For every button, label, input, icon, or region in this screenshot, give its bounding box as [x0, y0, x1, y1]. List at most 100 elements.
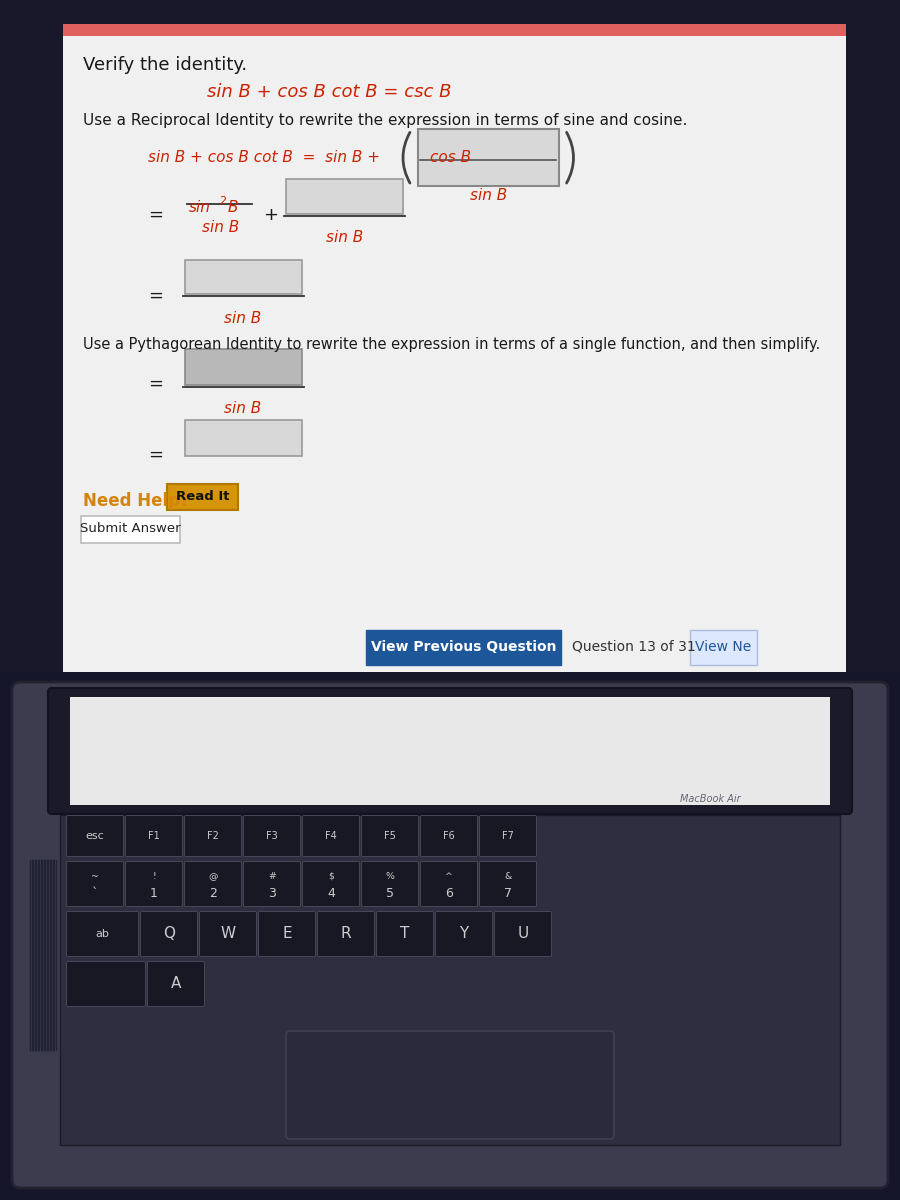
Text: @: @ [208, 872, 218, 881]
FancyBboxPatch shape [244, 816, 301, 857]
Text: F7: F7 [502, 830, 514, 841]
FancyBboxPatch shape [200, 912, 256, 956]
FancyBboxPatch shape [318, 912, 374, 956]
FancyBboxPatch shape [480, 816, 536, 857]
Text: A: A [171, 977, 181, 991]
FancyBboxPatch shape [67, 912, 139, 956]
Text: R: R [341, 926, 351, 942]
Text: 3: 3 [268, 887, 276, 900]
Text: %: % [385, 872, 394, 881]
FancyBboxPatch shape [140, 912, 197, 956]
Text: Submit Answer: Submit Answer [80, 522, 181, 535]
Text: ~: ~ [91, 872, 99, 881]
FancyBboxPatch shape [67, 862, 123, 906]
Text: sin B + cos B cot B  =  sin B +: sin B + cos B cot B = sin B + [148, 150, 385, 166]
Text: F3: F3 [266, 830, 278, 841]
FancyBboxPatch shape [366, 630, 561, 665]
Text: sin B: sin B [224, 401, 262, 416]
Text: Question 13 of 31: Question 13 of 31 [572, 640, 697, 654]
Text: Use a Reciprocal Identity to rewrite the expression in terms of sine and cosine.: Use a Reciprocal Identity to rewrite the… [83, 113, 688, 128]
Text: =: = [148, 287, 164, 305]
FancyBboxPatch shape [436, 912, 492, 956]
Text: sin B: sin B [470, 188, 507, 204]
Text: =: = [148, 205, 164, 223]
FancyBboxPatch shape [418, 128, 559, 186]
Text: 4: 4 [327, 887, 335, 900]
Bar [60, 815, 840, 1145]
FancyBboxPatch shape [690, 630, 757, 665]
FancyBboxPatch shape [362, 816, 418, 857]
Text: 2: 2 [220, 196, 227, 205]
Text: =: = [148, 445, 164, 463]
Text: Y: Y [459, 926, 469, 942]
Text: Q: Q [163, 926, 175, 942]
Text: F1: F1 [148, 830, 160, 841]
Text: &: & [504, 872, 512, 881]
Text: sin B: sin B [202, 220, 239, 235]
FancyBboxPatch shape [286, 1031, 614, 1139]
Bar [70, 697, 830, 805]
Text: MacBook Air: MacBook Air [680, 794, 741, 804]
FancyBboxPatch shape [184, 816, 241, 857]
FancyBboxPatch shape [376, 912, 434, 956]
Text: sin B: sin B [224, 311, 262, 325]
Bar [184, 420, 302, 456]
Text: 1: 1 [150, 887, 158, 900]
FancyBboxPatch shape [480, 862, 536, 906]
FancyBboxPatch shape [420, 816, 478, 857]
Text: T: T [400, 926, 410, 942]
Text: #: # [268, 872, 276, 881]
FancyBboxPatch shape [184, 862, 241, 906]
FancyBboxPatch shape [167, 484, 238, 510]
FancyBboxPatch shape [302, 862, 359, 906]
FancyBboxPatch shape [362, 862, 418, 906]
Text: Read It: Read It [176, 490, 230, 503]
FancyBboxPatch shape [48, 688, 852, 814]
FancyBboxPatch shape [494, 912, 552, 956]
FancyBboxPatch shape [244, 862, 301, 906]
Text: Verify the identity.: Verify the identity. [83, 56, 247, 74]
Text: `: ` [92, 887, 98, 900]
Bar [63, 24, 846, 36]
Text: F4: F4 [325, 830, 337, 841]
Text: View Previous Question: View Previous Question [371, 640, 556, 654]
Text: Need Help?: Need Help? [83, 492, 190, 510]
Text: sin: sin [189, 199, 211, 215]
Text: B: B [228, 199, 238, 215]
Text: $: $ [328, 872, 334, 881]
Text: ^: ^ [446, 872, 453, 881]
Text: !: ! [152, 872, 156, 881]
Text: Use a Pythagorean Identity to rewrite the expression in terms of a single functi: Use a Pythagorean Identity to rewrite th… [83, 337, 820, 352]
Bar [286, 179, 403, 214]
Bar [184, 260, 302, 294]
Text: 7: 7 [504, 887, 512, 900]
Text: sin B + cos B cot B = csc B: sin B + cos B cot B = csc B [207, 83, 452, 101]
Text: cos B: cos B [430, 150, 472, 166]
Text: F5: F5 [384, 830, 396, 841]
Text: W: W [220, 926, 236, 942]
Text: ab: ab [95, 929, 110, 938]
Text: View Ne: View Ne [696, 640, 752, 654]
Text: 6: 6 [446, 887, 453, 900]
FancyBboxPatch shape [12, 682, 888, 1188]
FancyBboxPatch shape [420, 862, 478, 906]
Text: F2: F2 [207, 830, 219, 841]
Text: =: = [148, 376, 164, 394]
FancyBboxPatch shape [148, 961, 204, 1007]
FancyBboxPatch shape [125, 862, 183, 906]
FancyBboxPatch shape [67, 961, 146, 1007]
FancyBboxPatch shape [125, 816, 183, 857]
Text: U: U [518, 926, 528, 942]
FancyBboxPatch shape [81, 516, 180, 542]
Text: esc: esc [86, 830, 104, 841]
Text: +: + [263, 205, 278, 223]
Text: F6: F6 [443, 830, 454, 841]
FancyBboxPatch shape [67, 816, 123, 857]
Text: E: E [283, 926, 292, 942]
Bar [184, 349, 302, 385]
Text: sin B: sin B [326, 230, 364, 245]
Text: 2: 2 [209, 887, 217, 900]
FancyBboxPatch shape [258, 912, 316, 956]
FancyBboxPatch shape [302, 816, 359, 857]
Text: 5: 5 [386, 887, 394, 900]
